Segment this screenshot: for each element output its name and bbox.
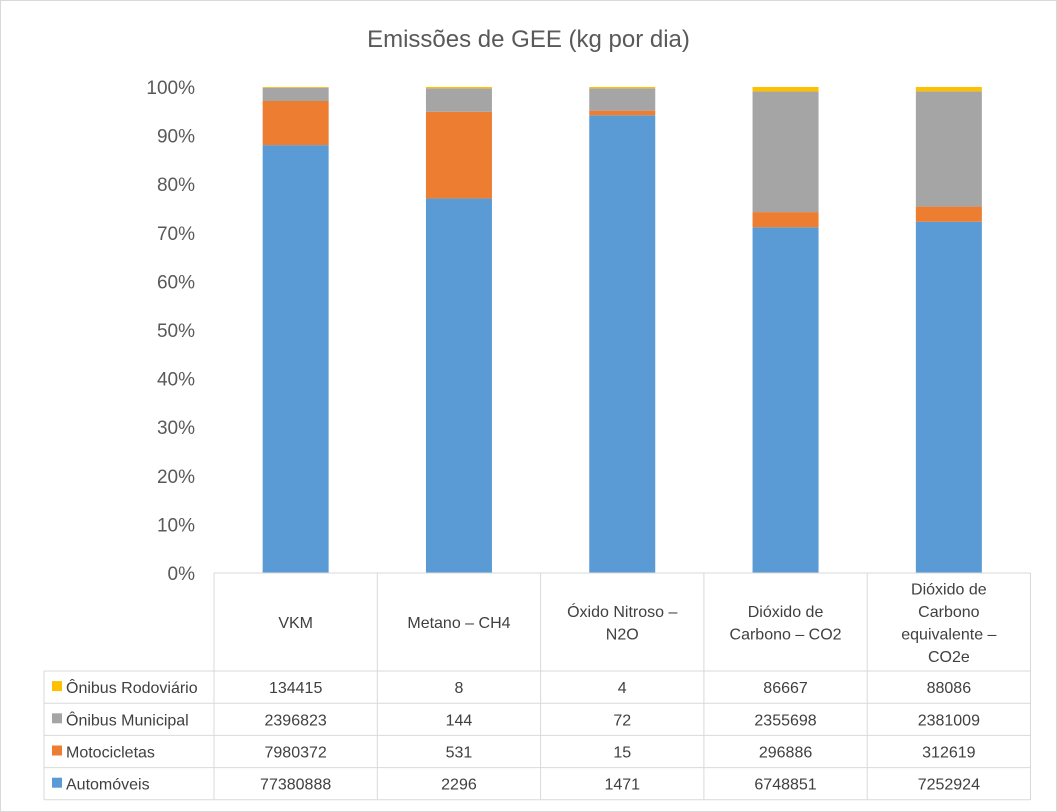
table-cell-value: 7252924 bbox=[918, 777, 980, 794]
x-category-label: Dióxido de bbox=[748, 604, 824, 621]
table-cell-value: 1471 bbox=[604, 777, 640, 794]
legend-swatch bbox=[52, 777, 62, 788]
table-cell-value: 2396823 bbox=[265, 712, 327, 729]
table-cell-value: 2296 bbox=[441, 777, 477, 794]
bar-segment bbox=[752, 87, 819, 92]
y-tick-label: 0% bbox=[168, 564, 196, 585]
bar-segment bbox=[589, 87, 656, 89]
table-cell-value: 7980372 bbox=[265, 745, 327, 762]
bar-segment bbox=[915, 206, 982, 222]
legend-label: Motocicletas bbox=[66, 745, 155, 762]
x-category-label: CO2e bbox=[928, 649, 970, 666]
table-cell-value: 8 bbox=[454, 680, 463, 697]
table-cell-value: 6748851 bbox=[754, 777, 816, 794]
legend-label: Ônibus Municipal bbox=[66, 710, 189, 729]
bar-segment bbox=[915, 91, 982, 207]
bar-segment bbox=[589, 88, 656, 111]
table-cell-value: 72 bbox=[613, 712, 631, 729]
y-tick-label: 30% bbox=[157, 418, 195, 439]
y-tick-label: 100% bbox=[146, 78, 195, 99]
bar-segment bbox=[589, 110, 656, 116]
bar-segment bbox=[425, 111, 492, 199]
table-cell-value: 86667 bbox=[763, 680, 808, 697]
x-category-label: equivalente – bbox=[901, 626, 996, 643]
bar-segment bbox=[752, 227, 819, 573]
table-cell-value: 134415 bbox=[269, 680, 322, 697]
y-tick-label: 90% bbox=[157, 127, 195, 148]
y-tick-label: 10% bbox=[157, 515, 195, 536]
table-cell-value: 296886 bbox=[759, 745, 812, 762]
x-category-label: VKM bbox=[278, 615, 313, 632]
chart-title: Emissões de GEE (kg por dia) bbox=[367, 26, 690, 53]
legend-label: Ônibus Rodoviário bbox=[66, 678, 198, 697]
legend-swatch bbox=[52, 713, 62, 724]
y-tick-label: 50% bbox=[157, 321, 195, 342]
x-category-label: Metano – CH4 bbox=[407, 615, 510, 632]
bar-segment bbox=[262, 87, 329, 88]
bar-segment bbox=[752, 91, 819, 213]
bar-segment bbox=[915, 87, 982, 92]
table-cell-value: 2381009 bbox=[918, 712, 980, 729]
y-tick-label: 80% bbox=[157, 175, 195, 196]
legend-swatch bbox=[52, 681, 62, 692]
x-category-label: Carbono bbox=[918, 604, 979, 621]
y-tick-label: 70% bbox=[157, 224, 195, 245]
bar-segment bbox=[262, 87, 329, 101]
x-category-label: N2O bbox=[606, 626, 639, 643]
table-cell-value: 2355698 bbox=[754, 712, 816, 729]
x-category-label: Óxido Nitroso – bbox=[567, 602, 677, 621]
table-cell-value: 312619 bbox=[922, 745, 975, 762]
table-cell-value: 4 bbox=[618, 680, 627, 697]
table-cell-value: 531 bbox=[446, 745, 473, 762]
y-tick-label: 40% bbox=[157, 370, 195, 391]
table-cell-value: 77380888 bbox=[260, 777, 331, 794]
bar-segment bbox=[425, 88, 492, 112]
bar-segment bbox=[752, 212, 819, 228]
x-category-label: Dióxido de bbox=[911, 581, 987, 598]
bar-segment bbox=[262, 100, 329, 146]
y-tick-label: 60% bbox=[157, 272, 195, 293]
bar-segment bbox=[425, 198, 492, 574]
bar-segment bbox=[589, 115, 656, 574]
table-cell-value: 15 bbox=[613, 745, 631, 762]
x-category-label: Carbono – CO2 bbox=[730, 626, 842, 643]
legend-swatch bbox=[52, 745, 62, 756]
table-cell-value: 144 bbox=[446, 712, 473, 729]
bar-segment bbox=[425, 87, 492, 89]
bar-segment bbox=[915, 221, 982, 573]
legend-label: Automóveis bbox=[66, 777, 150, 794]
table-cell-value: 88086 bbox=[927, 680, 972, 697]
y-tick-label: 20% bbox=[157, 467, 195, 488]
bar-segment bbox=[262, 145, 329, 573]
